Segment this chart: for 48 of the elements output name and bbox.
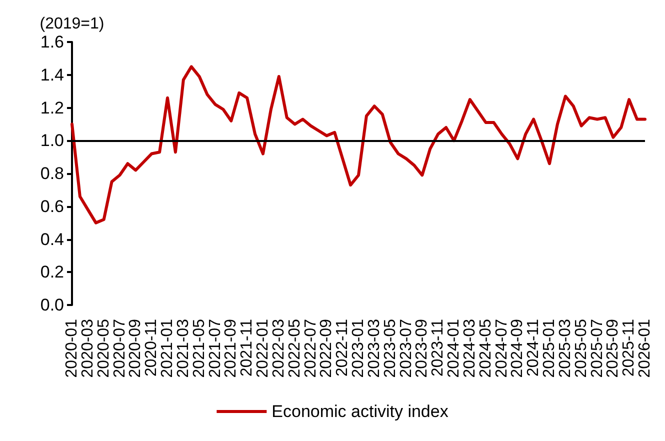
y-tick-label: 0.6	[40, 196, 64, 216]
y-tick-label: 1.6	[40, 32, 64, 52]
x-tick-label: 2021-09	[222, 318, 240, 378]
x-tick-label: 2022-09	[318, 318, 336, 378]
x-tick-label: 2020-03	[79, 318, 96, 378]
x-tick-label: 2021-07	[206, 318, 224, 378]
x-tick-label: 2022-07	[302, 318, 320, 378]
y-tick-label: 1.2	[40, 98, 64, 118]
y-tick-label: 0.2	[40, 262, 64, 282]
x-tick-label: 2023-11	[430, 318, 447, 377]
x-tick-label: 2026-01	[636, 318, 654, 378]
x-tick-label: 2021-01	[159, 318, 176, 378]
x-tick-label: 2021-11	[238, 318, 256, 377]
x-tick-label: 2025-11	[620, 318, 638, 377]
x-tick-label: 2023-09	[414, 318, 431, 378]
x-tick-label: 2025-03	[556, 318, 574, 378]
x-tick-label: 2024-03	[461, 318, 478, 378]
x-tick-label: 2024-11	[525, 318, 542, 377]
x-tick-label: 2021-03	[174, 318, 192, 378]
y-tick-label: 1.0	[40, 131, 64, 150]
x-tick-label: 2024-01	[446, 318, 462, 378]
x-tick-label: 2025-01	[541, 318, 558, 378]
x-tick-label: 2024-05	[477, 318, 494, 378]
x-tick-label: 2020-01	[64, 318, 80, 378]
legend-label: Economic activity index	[272, 402, 449, 421]
y-tick-label: 1.4	[40, 65, 64, 84]
x-tick-label: 2023-03	[366, 318, 383, 378]
x-tick-label: 2020-11	[143, 318, 160, 377]
x-tick-label: 2024-09	[509, 318, 526, 378]
y-tick-label: 0.8	[40, 164, 64, 183]
x-tick-label: 2023-05	[382, 318, 399, 378]
x-tick-label: 2025-09	[604, 318, 622, 378]
x-tick-label: 2025-07	[588, 318, 606, 378]
x-tick-label: 2022-01	[254, 318, 272, 378]
x-tick-label: 2024-07	[493, 318, 510, 378]
x-tick-label: 2020-07	[111, 318, 128, 378]
x-tick-label: 2020-05	[95, 318, 112, 378]
x-tick-label: 2023-01	[350, 318, 367, 378]
x-tick-label: 2022-11	[334, 318, 352, 377]
y-axis-title: (2019=1)	[40, 16, 104, 32]
x-tick-label: 2021-05	[190, 318, 208, 378]
y-tick-label: 0.0	[40, 296, 64, 314]
x-tick-label: 2023-07	[398, 318, 415, 378]
x-tick-label: 2025-05	[572, 318, 590, 378]
x-tick-label: 2022-03	[270, 318, 288, 378]
y-tick-label: 0.4	[40, 230, 64, 249]
x-tick-label: 2022-05	[286, 318, 304, 378]
x-tick-label: 2020-09	[127, 318, 144, 378]
